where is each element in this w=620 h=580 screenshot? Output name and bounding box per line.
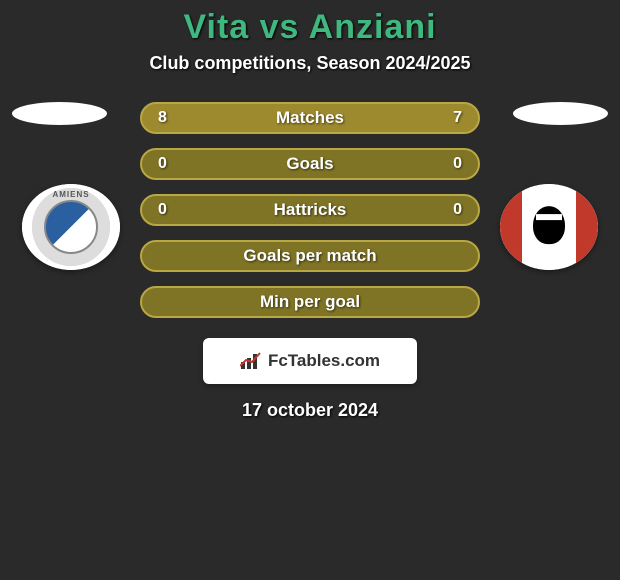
stat-label: Hattricks: [142, 200, 478, 220]
branding-text: FcTables.com: [268, 351, 380, 371]
generation-date: 17 october 2024: [242, 400, 378, 421]
club-logo-left: AMIENS: [22, 184, 120, 270]
stat-label: Min per goal: [142, 292, 478, 312]
page-title: Vita vs Anziani: [0, 0, 620, 47]
subtitle: Club competitions, Season 2024/2025: [0, 53, 620, 74]
club-logo-left-label: AMIENS: [22, 190, 120, 199]
vs-label: vs: [260, 8, 300, 46]
amiens-crest-icon: AMIENS: [22, 184, 120, 270]
stat-left-value: 0: [158, 155, 167, 173]
stat-left-value: 8: [158, 109, 167, 127]
stats-block: AMIENS 8Matches70Goals00Hattricks0Goals …: [0, 102, 620, 421]
branding-badge[interactable]: FcTables.com: [203, 338, 417, 384]
stat-label: Matches: [142, 108, 478, 128]
comparison-card: { "title": { "player_a": "Vita", "vs": "…: [0, 0, 620, 580]
player-a-name: Vita: [183, 8, 249, 46]
nationality-badge-right: [513, 102, 608, 125]
stat-row: Goals per match: [140, 240, 480, 272]
stat-label: Goals per match: [142, 246, 478, 266]
stat-row: 0Hattricks0: [140, 194, 480, 226]
moor-head-icon: [533, 206, 565, 244]
ajaccio-crest-icon: [500, 184, 598, 270]
club-logo-right: [500, 184, 598, 270]
stat-right-value: 0: [453, 155, 462, 173]
stat-row: Min per goal: [140, 286, 480, 318]
stat-row: 0Goals0: [140, 148, 480, 180]
player-b-name: Anziani: [309, 8, 437, 46]
stat-right-value: 0: [453, 201, 462, 219]
bar-chart-icon: [240, 352, 262, 370]
stat-right-value: 7: [453, 109, 462, 127]
nationality-badge-left: [12, 102, 107, 125]
stat-row: 8Matches7: [140, 102, 480, 134]
stat-left-value: 0: [158, 201, 167, 219]
stat-label: Goals: [142, 154, 478, 174]
